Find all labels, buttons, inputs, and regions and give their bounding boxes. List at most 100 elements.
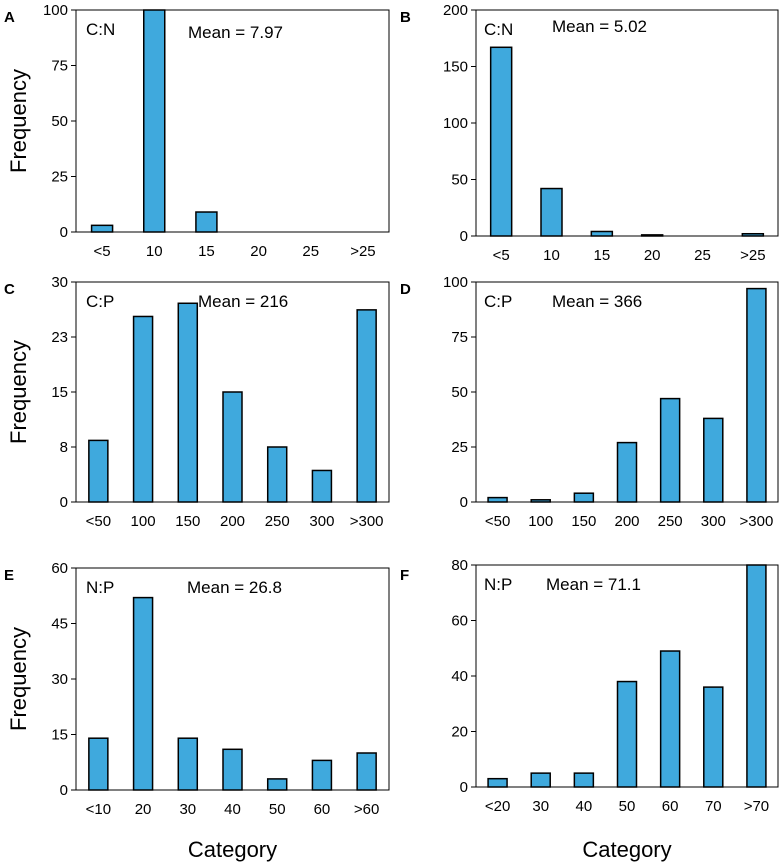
- bar-2: [573, 492, 595, 503]
- panel-letter: B: [400, 9, 411, 26]
- y-tick-label: 80: [451, 557, 468, 574]
- bar-6: [746, 287, 767, 503]
- x-tick-label: 70: [705, 798, 722, 815]
- bar-0: [90, 224, 114, 233]
- bar-1: [530, 499, 551, 503]
- mean-label: Mean = 216: [198, 292, 288, 311]
- x-tick-label: 20: [135, 801, 152, 818]
- x-tick-label: <50: [485, 513, 510, 530]
- x-tick-label: <10: [86, 801, 111, 818]
- x-tick-label: 10: [146, 243, 163, 260]
- x-tick-label: >25: [350, 243, 375, 260]
- x-tick-label: >60: [354, 801, 379, 818]
- bar-2: [177, 302, 199, 503]
- x-tick-label: 100: [131, 513, 156, 530]
- panel-b: B 0 50 100 150 200 <5 10 15 20 25 >25 C:N Mean = 5.02: [400, 2, 779, 264]
- bar-1: [132, 596, 154, 791]
- x-tick-label: <50: [86, 513, 111, 530]
- y-tick-label: 100: [443, 115, 468, 132]
- x-tick-label: 60: [314, 801, 331, 818]
- x-tick-label: >300: [350, 513, 384, 530]
- panel-letter: C: [4, 281, 15, 298]
- bar-3: [222, 748, 243, 791]
- ratio-label: C:P: [86, 292, 114, 311]
- ratio-label: C:P: [484, 292, 512, 311]
- bar-5: [703, 417, 724, 503]
- y-tick-label: 30: [51, 274, 68, 291]
- y-tick-label: 50: [451, 172, 468, 189]
- bar-0: [88, 737, 109, 791]
- panel-letter: E: [4, 567, 14, 584]
- y-tick-label: 100: [43, 2, 68, 19]
- y-tick-label: 45: [51, 616, 68, 633]
- y-axis-title: Frequency: [6, 627, 31, 731]
- mean-label: Mean = 5.02: [552, 17, 647, 36]
- bar-0: [487, 777, 508, 788]
- x-tick-label: 300: [701, 513, 726, 530]
- y-axis-title: Frequency: [6, 69, 31, 173]
- x-tick-label: 30: [532, 798, 549, 815]
- x-tick-label: 20: [644, 247, 661, 264]
- bar-0: [487, 496, 508, 503]
- bar-5: [311, 759, 333, 791]
- x-tick-label: >70: [744, 798, 769, 815]
- panel-a: A 0 25 50 75 100 <5 10 15 20 25 >25 C:N Mean = 7.97 Fr…: [4, 2, 390, 260]
- bar-2: [573, 772, 595, 788]
- x-tick-label: <5: [493, 247, 510, 264]
- bar-0: [489, 46, 513, 237]
- y-tick-label: 50: [51, 113, 68, 130]
- bar-4: [659, 650, 681, 788]
- bar-5: [311, 469, 333, 503]
- bar-6: [356, 752, 377, 791]
- x-tick-label: <20: [485, 798, 510, 815]
- panel-d: D 0 25 50 75 100 <50 100 150 200 250 300 >300 C:P Mean…: [400, 274, 779, 530]
- y-tick-label: 25: [451, 439, 468, 456]
- x-tick-label: 50: [269, 801, 286, 818]
- y-tick-label: 0: [60, 782, 68, 799]
- x-tick-label: 300: [309, 513, 334, 530]
- bar-3: [616, 680, 638, 788]
- x-tick-label: >300: [740, 513, 774, 530]
- x-tick-label: 60: [662, 798, 679, 815]
- bar-5: [703, 686, 724, 788]
- x-tick-label: 250: [658, 513, 683, 530]
- bar-3: [222, 391, 243, 503]
- y-tick-label: 0: [460, 494, 468, 511]
- x-tick-label: 15: [593, 247, 610, 264]
- ratio-label: N:P: [86, 578, 114, 597]
- y-tick-label: 15: [51, 384, 68, 401]
- x-tick-label: 25: [302, 243, 319, 260]
- y-tick-label: 100: [443, 274, 468, 291]
- y-tick-label: 30: [51, 671, 68, 688]
- y-tick-label: 0: [60, 494, 68, 511]
- bar-1: [540, 187, 563, 237]
- bar-3: [640, 234, 664, 237]
- x-tick-label: 30: [179, 801, 196, 818]
- y-axis-title: Frequency: [6, 340, 31, 444]
- x-axis-title: Category: [188, 837, 277, 862]
- y-tick-label: 25: [51, 169, 68, 186]
- x-tick-label: 15: [198, 243, 215, 260]
- x-tick-label: 200: [220, 513, 245, 530]
- ratio-label: N:P: [484, 575, 512, 594]
- y-tick-label: 0: [60, 224, 68, 241]
- y-tick-label: 60: [451, 613, 468, 630]
- x-tick-label: 50: [619, 798, 636, 815]
- bar-2: [177, 737, 199, 791]
- y-tick-label: 0: [460, 779, 468, 796]
- x-tick-label: 150: [175, 513, 200, 530]
- bar-2: [195, 211, 218, 233]
- y-tick-label: 40: [451, 668, 468, 685]
- x-tick-label: 150: [571, 513, 596, 530]
- y-tick-label: 200: [443, 2, 468, 19]
- y-tick-label: 75: [451, 329, 468, 346]
- bar-4: [266, 446, 288, 503]
- ratio-label: C:N: [86, 20, 115, 39]
- mean-label: Mean = 7.97: [188, 23, 283, 42]
- x-tick-label: 40: [224, 801, 241, 818]
- bar-1: [132, 315, 154, 503]
- bar-5: [741, 232, 765, 237]
- x-tick-label: 10: [543, 247, 560, 264]
- y-tick-label: 8: [60, 439, 68, 456]
